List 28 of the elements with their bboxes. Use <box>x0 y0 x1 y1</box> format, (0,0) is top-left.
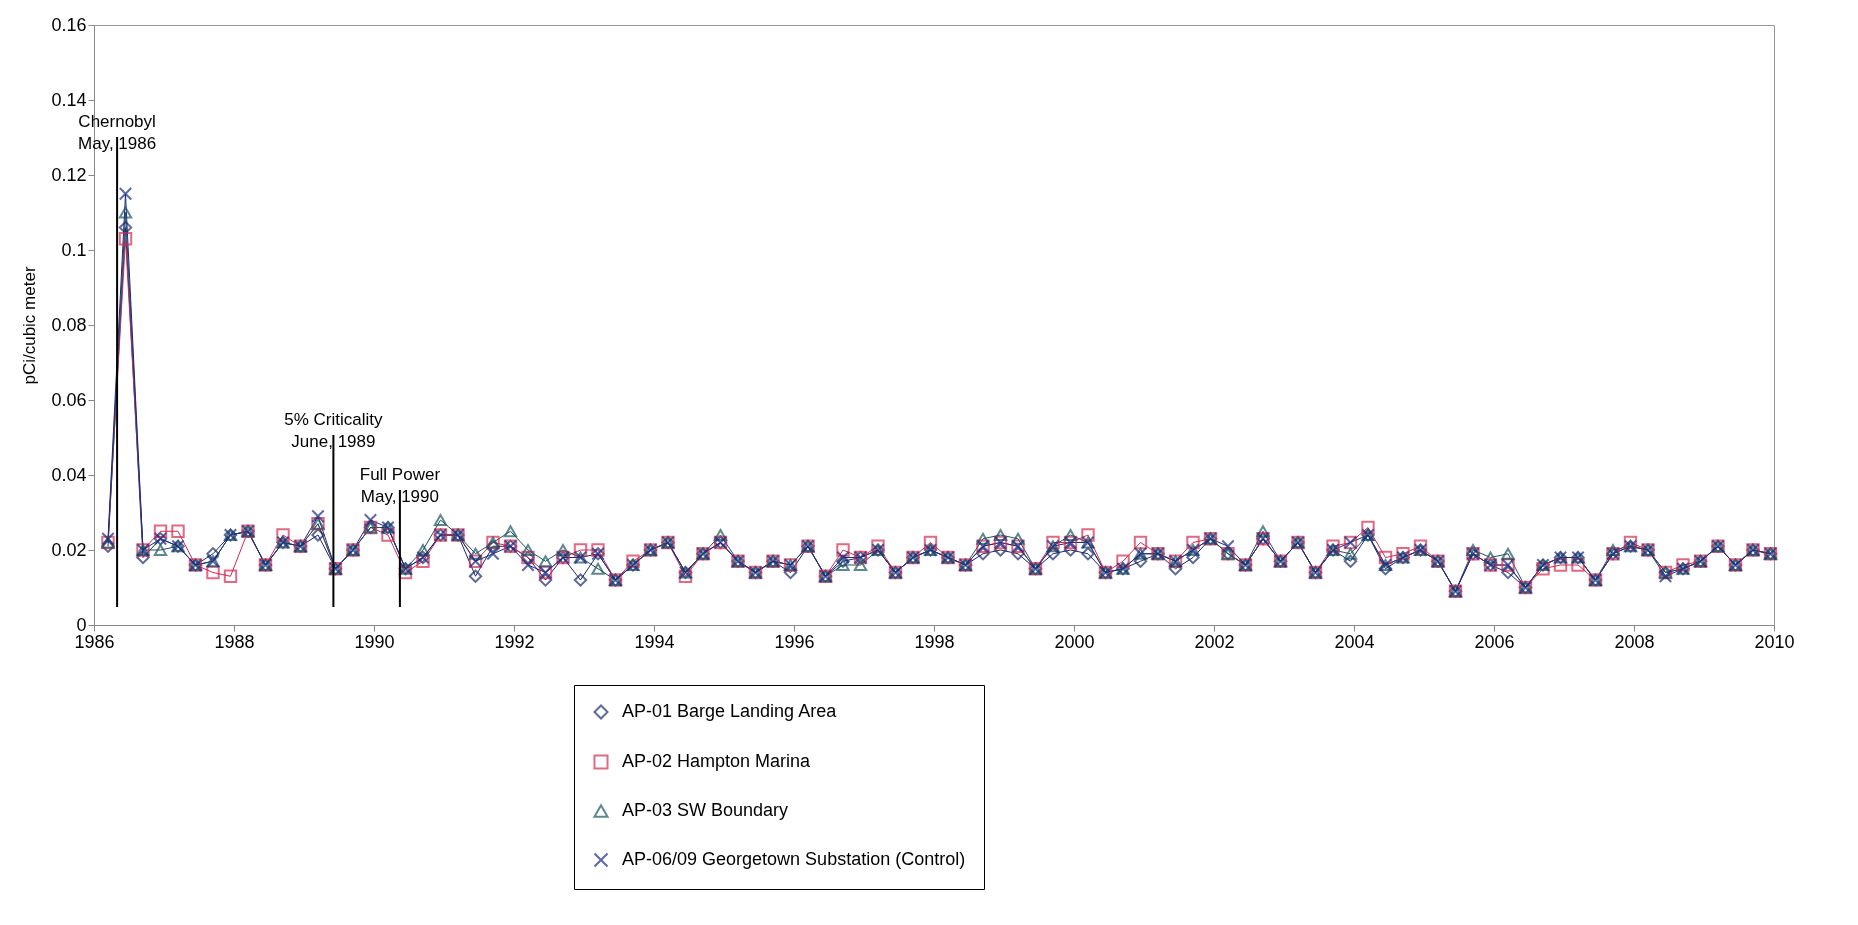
y-tick-label: 0.08 <box>51 314 87 335</box>
x-tick-label: 2002 <box>1194 631 1235 652</box>
y-axis-title: pCi/cubic meter <box>20 266 40 385</box>
ref-line-label: Full Power May, 1990 <box>359 465 441 506</box>
ref-line-label: Chernobyl May, 1986 <box>78 112 157 153</box>
x-tick-label: 1990 <box>354 631 395 652</box>
x-tick-label: 2004 <box>1334 631 1375 652</box>
y-tick-label: 0.1 <box>61 239 87 260</box>
x-tick-label: 2008 <box>1614 631 1655 652</box>
x-tick-label: 1996 <box>774 631 815 652</box>
legend-label: AP-01 Barge Landing Area <box>622 701 838 721</box>
y-tick-label: 0.16 <box>51 14 87 35</box>
x-tick-label: 1994 <box>634 631 675 652</box>
x-tick-label: 2000 <box>1054 631 1095 652</box>
ref-line-label: 5% Criticality June, 1989 <box>284 410 384 451</box>
x-tick-label: 2006 <box>1474 631 1515 652</box>
legend-label: AP-06/09 Georgetown Substation (Control) <box>622 849 966 869</box>
y-tick-label: 0.14 <box>51 89 87 110</box>
x-tick-label: 1988 <box>214 631 255 652</box>
x-tick-label: 2010 <box>1754 631 1795 652</box>
y-tick-label: 0.12 <box>51 164 87 185</box>
x-tick-label: 1998 <box>914 631 955 652</box>
y-tick-label: 0.04 <box>51 464 87 485</box>
x-tick-label: 1992 <box>494 631 535 652</box>
y-tick-label: 0.06 <box>51 389 87 410</box>
legend-label: AP-02 Hampton Marina <box>622 751 812 771</box>
legend-label: AP-03 SW Boundary <box>622 800 789 820</box>
y-tick-label: 0.02 <box>51 539 87 560</box>
